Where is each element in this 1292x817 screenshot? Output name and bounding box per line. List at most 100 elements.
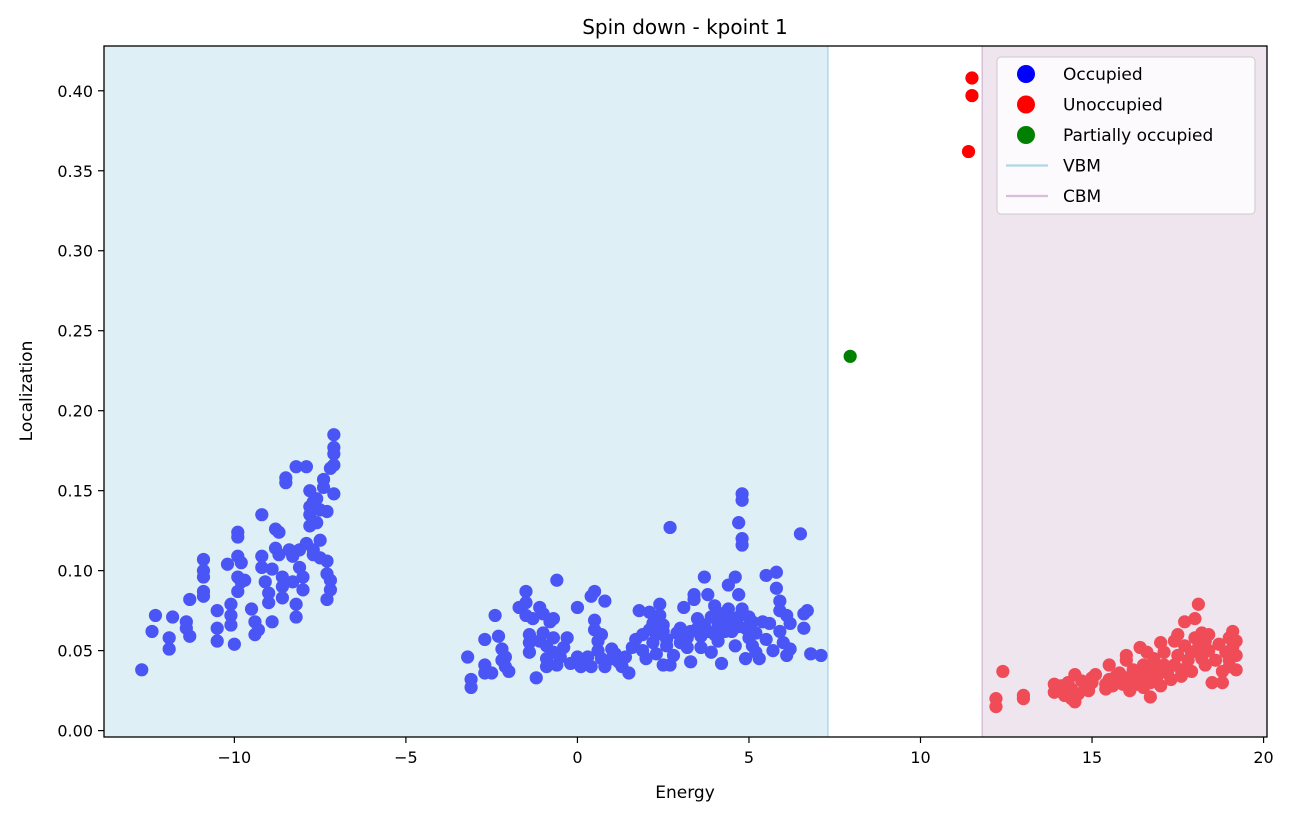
unoccupied-point (1198, 658, 1212, 672)
unoccupied-point (1191, 597, 1205, 611)
legend: Occupied Unoccupied Partially occupied VBM C… (996, 56, 1256, 215)
occupied-point (183, 592, 197, 607)
legend-marker (1017, 95, 1035, 114)
occupied-point (694, 640, 708, 655)
occupied-point (224, 597, 238, 611)
occupied-point (279, 476, 293, 490)
occupied-point (714, 656, 729, 671)
y-tick-label: 0.30 (57, 242, 93, 261)
unoccupied-point (1229, 648, 1243, 663)
x-tick-label: 10 (910, 748, 930, 767)
unoccupied-point (1184, 664, 1199, 679)
occupied-point (488, 608, 502, 623)
occupied-point (570, 600, 585, 615)
occupied-point (255, 560, 269, 575)
unoccupied-point (1208, 653, 1223, 667)
occupied-point (804, 647, 818, 661)
unoccupied-point (1171, 628, 1185, 642)
occupied-point (773, 624, 787, 639)
occupied-point (783, 642, 797, 656)
occupied-point (666, 648, 681, 663)
y-axis: 0.00 0.05 0.10 0.15 0.20 0.25 0.30 0.35 0.40 (57, 82, 104, 741)
occupied-point (296, 583, 310, 597)
occupied-point (272, 525, 286, 539)
occupied-point (546, 631, 561, 645)
occupied-point (498, 650, 512, 664)
occupied-point (299, 460, 314, 474)
occupied-point (735, 538, 749, 552)
occupied-point (210, 604, 224, 618)
y-tick-label: 0.00 (57, 722, 93, 741)
occupied-point (783, 616, 797, 631)
occupied-point (735, 493, 749, 507)
occupied-point (677, 600, 691, 615)
occupied-point (327, 447, 341, 461)
occupied-point (327, 458, 341, 472)
occupied-point (618, 650, 633, 664)
y-tick-label: 0.05 (57, 642, 93, 661)
occupied-point (793, 527, 808, 541)
data-points (135, 71, 1243, 714)
occupied-point (653, 597, 667, 611)
occupied-point (769, 565, 784, 579)
occupied-point (673, 621, 687, 635)
occupied-point (560, 631, 574, 645)
occupied-point (587, 613, 602, 627)
occupied-point (594, 628, 609, 642)
occupied-point (286, 575, 300, 589)
occupied-point (522, 636, 537, 650)
occupied-point (598, 594, 612, 608)
occupied-point (704, 645, 718, 659)
unoccupied-point (1202, 644, 1216, 658)
y-tick-label: 0.25 (57, 322, 93, 341)
occupied-point (320, 504, 334, 519)
occupied-point (224, 608, 238, 623)
unoccupied-point (1215, 676, 1230, 690)
occupied-point (265, 562, 279, 576)
unoccupied-point (1174, 669, 1188, 683)
unoccupied-point (1102, 658, 1116, 672)
y-tick-label: 0.15 (57, 482, 93, 501)
x-axis: −10 −5 0 5 10 15 20 (217, 737, 1274, 767)
occupied-point (622, 666, 636, 680)
occupied-point (522, 645, 537, 659)
unoccupied-point (1202, 628, 1216, 642)
legend-marker (1017, 126, 1035, 144)
band-edge-lines (827, 46, 984, 737)
occupied-point (519, 596, 533, 610)
occupied-point (244, 602, 259, 616)
unoccupied-point (996, 664, 1010, 679)
unoccupied-point (1229, 634, 1243, 648)
occupied-point (310, 516, 324, 530)
chart-title: Spin down - kpoint 1 (582, 15, 788, 39)
occupied-point (255, 508, 269, 522)
occupied-point (255, 549, 269, 563)
occupied-point (728, 570, 742, 584)
occupied-point (663, 520, 677, 535)
occupied-point (759, 568, 773, 583)
unoccupied-outlier-point (961, 144, 976, 159)
occupied-point (234, 556, 248, 570)
legend-marker (1017, 65, 1035, 83)
occupied-point (275, 591, 289, 605)
occupied-point (732, 588, 746, 602)
occupied-point (529, 671, 543, 685)
occupied-point (313, 533, 327, 547)
occupied-point (762, 616, 777, 631)
occupied-point (464, 680, 478, 695)
unoccupied-point (1088, 668, 1103, 682)
occupied-point (697, 570, 711, 584)
occupied-point (231, 530, 245, 544)
occupied-point (148, 608, 163, 623)
unoccupied-point (1143, 690, 1157, 704)
occupied-point (766, 644, 780, 658)
occupied-point (519, 584, 533, 599)
plot-frame (103, 45, 1268, 738)
legend-label: Unoccupied (1063, 96, 1163, 116)
occupied-point (491, 629, 506, 643)
occupied-point (262, 596, 276, 610)
occupied-point (210, 621, 224, 635)
occupied-point (738, 652, 753, 666)
occupied-point (145, 624, 159, 639)
legend-label: Partially occupied (1063, 126, 1213, 146)
